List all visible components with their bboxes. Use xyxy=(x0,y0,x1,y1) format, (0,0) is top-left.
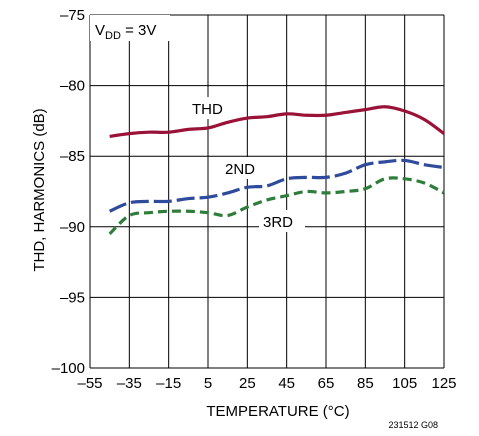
series-line-2nd xyxy=(109,158,445,213)
x-axis-title: TEMPERATURE (°C) xyxy=(206,403,349,420)
series-label-thd-background xyxy=(187,97,230,119)
condition-label-background xyxy=(90,15,170,41)
condition-text: VDD = 3V xyxy=(95,22,156,42)
x-tick-label: –55 xyxy=(77,375,102,392)
figure-code: 231512 G08 xyxy=(388,420,438,430)
x-tick-label: –35 xyxy=(117,375,142,392)
x-tick-label: 45 xyxy=(278,375,295,392)
series-label-2nd: 2ND xyxy=(221,157,267,179)
series-label-thd: THD xyxy=(187,97,230,119)
y-tick-label: –100 xyxy=(52,360,85,377)
y-axis-title: THD, HARMONICS (dB) xyxy=(31,108,48,271)
x-tick-label: 125 xyxy=(431,375,456,392)
tick-labels: –55 –35 –15 5 25 45 65 85 105 125 –100 –95 –90 –85 –80… xyxy=(52,7,457,392)
x-tick-label: 105 xyxy=(392,375,417,392)
x-tick-label: 25 xyxy=(239,375,256,392)
series-lines xyxy=(108,105,445,236)
condition-label: VDD = 3V xyxy=(90,15,170,42)
y-tick-label: –80 xyxy=(60,78,85,95)
condition-prefix: V xyxy=(95,22,105,39)
series-label-3rd: 3RD xyxy=(259,210,305,232)
condition-suffix: = 3V xyxy=(121,22,156,39)
x-tick-label: –15 xyxy=(156,375,181,392)
y-tick-label: –85 xyxy=(60,148,85,165)
y-tick-label: –75 xyxy=(60,7,85,24)
series-label-thd-text: THD xyxy=(192,101,223,118)
x-tick-label: 5 xyxy=(204,375,212,392)
series-line-thd xyxy=(109,105,445,139)
y-tick-label: –90 xyxy=(60,219,85,236)
series-label-3rd-text: 3RD xyxy=(263,214,293,231)
x-tick-label: 65 xyxy=(318,375,335,392)
grid xyxy=(89,14,445,369)
x-tick-label: 85 xyxy=(357,375,374,392)
series-label-2nd-background xyxy=(221,157,267,179)
y-tick-label: –95 xyxy=(60,289,85,306)
series-label-3rd-background xyxy=(259,210,305,232)
series-label-2nd-text: 2ND xyxy=(225,161,255,178)
condition-subscript: DD xyxy=(105,30,121,42)
